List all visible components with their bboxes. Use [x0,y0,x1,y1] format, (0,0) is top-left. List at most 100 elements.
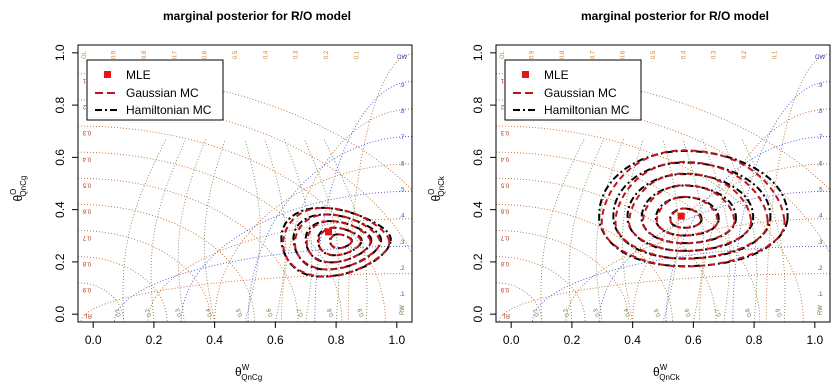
y-tick-label: 0.4 [53,201,67,218]
y-tick-label: 0.4 [471,201,485,218]
ternary-right-label: .9 [399,83,405,89]
ternary-corner-label: OL [500,50,506,59]
legend-label: Hamiltonian MC [126,103,212,117]
grid-curve-left [78,151,343,322]
ternary-right-label: .7 [399,135,405,141]
hamiltonian-contour [640,184,737,245]
x-tick-label: 0.0 [503,333,520,347]
ternary-top-label: 0.6 [621,50,627,59]
ternary-left-label: 0.9 [500,286,509,292]
grid-curve-left [496,203,673,322]
y-axis-label: θOQnCg [9,176,28,202]
ternary-left-label: 0.6 [500,208,509,214]
ternary-bottom-label: 0.1 [114,307,123,318]
ternary-bottom-label: 0.5 [654,307,663,318]
y-tick-label: 0.8 [471,96,485,113]
ternary-bottom-label: 0.4 [623,307,632,318]
chart-right-svg: marginal posterior for R/O model 0.1 0.2 0.… [427,9,831,382]
ternary-right-label: .4 [399,214,405,220]
gaussian-contour [669,207,703,229]
ternary-top-label: 0.2 [742,50,748,59]
ternary-top-label: 0.3 [712,50,718,59]
ternary-bottom-label: 0.5 [236,307,245,318]
y-tick-label: 0.8 [53,96,67,113]
chart-left-svg: marginal posterior for R/O model 0.1 0.2 0.… [9,9,413,382]
ternary-left-label: 0.7 [500,234,509,240]
ternary-top-label: 0.8 [142,50,148,59]
gaussian-contour [294,213,381,271]
ternary-bottom-label: 0.9 [775,307,784,318]
ternary-right-label: .8 [817,109,823,115]
grid-curve-right [180,190,412,322]
ternary-bottom-label: 0.4 [205,307,214,318]
y-tick-label: 0.0 [471,305,485,322]
x-tick-label: 0.6 [685,333,702,347]
ternary-left-label: 0.4 [82,155,91,161]
x-tick-label: 0.2 [146,333,163,347]
x-axis-label: θW QnCk [653,363,681,382]
x-tick-label: 1.0 [806,333,823,347]
x-tick-label: 0.0 [85,333,102,347]
ternary-right-label: .9 [817,83,823,89]
grid-curve-right [314,81,412,322]
ternary-right-label: .5 [817,188,823,194]
grid-curve-right [565,218,830,322]
ternary-top-label: 0.1 [354,50,360,59]
ternary-left-label: 0.6 [82,208,91,214]
ternary-top-label: 0.7 [590,50,596,59]
ternary-top-label: 0.4 [263,50,269,59]
grid-curve-bottom [595,138,624,322]
grid-curve-bottom [568,138,605,322]
ternary-corner-label: RW [400,305,406,315]
grid-curve-left [496,230,630,322]
gaussian-contour [305,220,372,264]
hamiltonian-contour [304,220,373,264]
x-tick-label: 0.2 [564,333,581,347]
ternary-left-label: 0.3 [82,129,91,135]
y-tick-label: 0.0 [53,305,67,322]
ternary-right-label: .3 [399,240,405,246]
ternary-top-label: 0.9 [530,50,536,59]
ternary-bottom-label: 0.2 [144,307,153,318]
ternary-top-label: 0.7 [172,50,178,59]
ternary-bottom-label: 0.3 [593,307,602,318]
hamiltonian-contour [329,233,353,250]
legend-box [504,59,642,121]
x-tick-label: 1.0 [388,333,405,347]
ternary-bottom-label: 0.3 [175,307,184,318]
x-tick-label: 0.8 [746,333,763,347]
ternary-bottom-label: 0.2 [562,307,571,318]
hamiltonian-contour [598,149,789,268]
ternary-right-label: .3 [817,240,823,246]
legend-label: MLE [544,68,569,82]
ternary-top-label: 0.9 [112,50,118,59]
grid-curve-right [147,218,412,322]
grid-curve-left [496,125,804,322]
grid-curve-left [78,230,212,322]
ternary-corner-label: RL [502,312,510,318]
grid-curve-right [347,53,412,322]
ternary-top-label: 0.5 [651,50,657,59]
x-tick-label: 0.4 [206,333,223,347]
y-tick-label: 0.6 [53,149,67,166]
gaussian-contour [655,195,719,237]
y-tick-label: 0.6 [471,149,485,166]
grid-curve-bottom [122,138,167,322]
grid-curve-right [80,273,412,322]
ternary-bottom-label: 0.7 [714,307,723,318]
chart-panel-left: marginal posterior for R/O model 0.1 0.2 0.… [9,9,413,382]
ternary-bottom-label: 0.7 [296,307,305,318]
y-axis-label: θOQnCk [427,175,446,201]
ternary-bottom-label: 0.6 [684,307,693,318]
gaussian-contour [628,172,753,253]
ternary-right-label: .2 [817,266,823,272]
ternary-left-label: 0.8 [500,260,509,266]
grid-curve-bottom [244,138,261,322]
ternary-right-label: .1 [399,292,405,298]
ternary-top-label: 0.3 [294,50,300,59]
mle-point [325,228,332,236]
chart-title: marginal posterior for R/O model [163,9,351,23]
chart-panel-right: marginal posterior for R/O model 0.1 0.2 0.… [418,0,836,385]
legend-mle-marker [104,71,111,78]
grid-curve-right [498,273,830,322]
